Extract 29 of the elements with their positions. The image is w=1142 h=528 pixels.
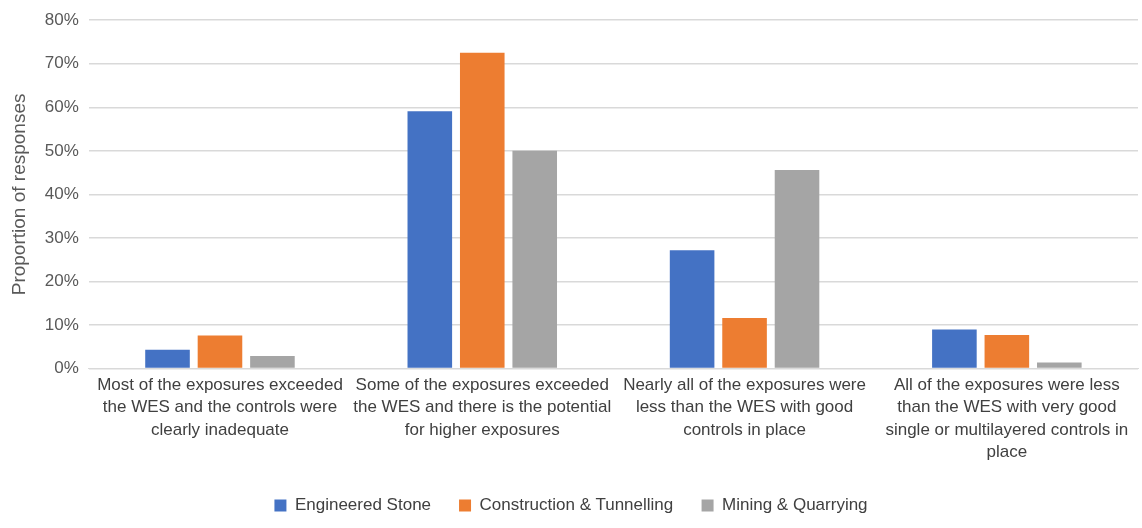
y-tick-label: 70% — [44, 53, 79, 73]
y-tick-label: 0% — [54, 358, 79, 378]
bar — [145, 349, 190, 368]
y-tick-label: 60% — [44, 96, 79, 116]
x-tick-label: Nearly all of the exposures were less than the WES with good controls in place — [623, 375, 866, 439]
bar — [250, 355, 295, 368]
x-tick-label: Most of the exposures exceeded the WES and the controls were clearly inadequate — [97, 375, 343, 439]
y-tick-label: 20% — [44, 271, 79, 291]
y-axis-title: Proportion of responses — [7, 93, 29, 296]
bar — [984, 335, 1030, 368]
legend-label: Mining & Quarrying — [722, 495, 868, 515]
bar — [669, 250, 715, 368]
bar — [932, 329, 977, 368]
y-tick-label: 10% — [44, 314, 79, 334]
bar — [774, 170, 820, 368]
bar — [512, 150, 558, 368]
bar — [1037, 362, 1082, 368]
y-tick-label: 50% — [44, 140, 79, 160]
x-tick-label: All of the exposures were less than the WES with very good single or multilayered controls in place — [885, 375, 1129, 461]
bar — [459, 52, 505, 368]
y-tick-label: 80% — [44, 9, 79, 29]
legend-label: Engineered Stone — [294, 495, 432, 515]
x-tick-label: Some of the exposures exceeded the WES and there is the potential for higher exposures — [353, 375, 612, 439]
bar — [197, 335, 243, 368]
y-tick-label: 40% — [44, 184, 79, 204]
bar — [407, 111, 453, 368]
legend-label: Construction & Tunnelling — [479, 495, 674, 515]
bar — [722, 318, 767, 368]
y-tick-label: 30% — [44, 227, 79, 247]
